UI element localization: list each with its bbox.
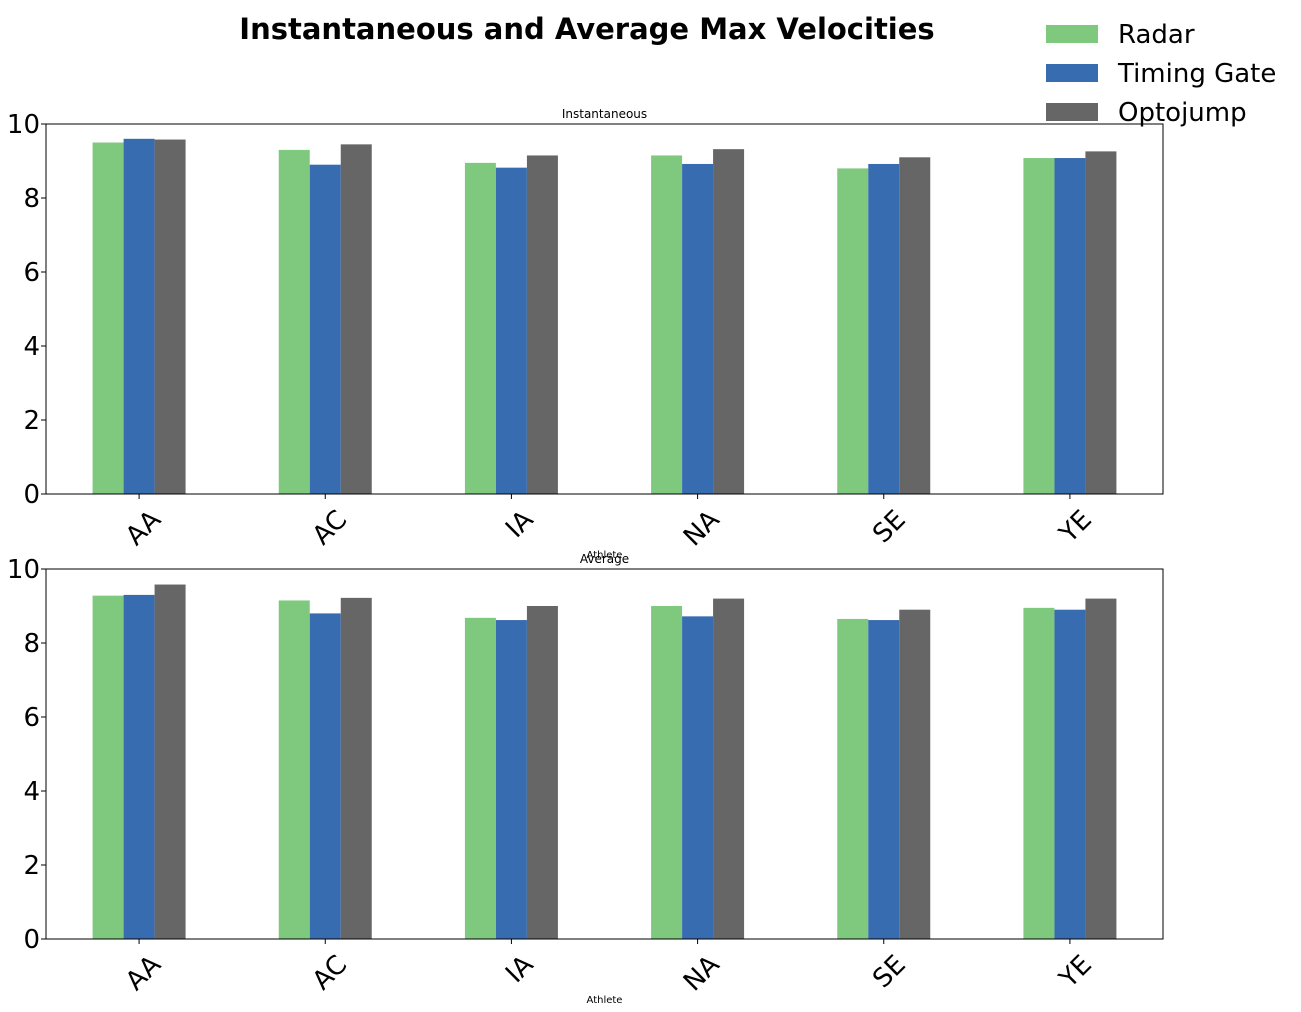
bar-timing-gate — [309, 613, 341, 939]
bar-timing-gate — [868, 163, 900, 494]
bar-timing-gate — [1054, 158, 1086, 495]
bar-optojump — [154, 139, 186, 495]
bar-timing-gate — [682, 163, 714, 494]
bar-optojump — [1085, 598, 1117, 939]
axes-frame — [45, 123, 1164, 495]
bar-radar — [464, 162, 496, 494]
subplot-title: Average — [580, 552, 629, 566]
y-tick-label: 0 — [23, 480, 40, 510]
bar-timing-gate — [868, 620, 900, 939]
bar-radar — [651, 606, 683, 939]
bar-radar — [92, 142, 124, 494]
subplot-title: Instantaneous — [562, 107, 647, 121]
x-tick-label: NA — [678, 950, 726, 998]
bar-optojump — [340, 597, 372, 939]
bar-radar — [1023, 607, 1055, 939]
x-tick-label: NA — [678, 505, 726, 553]
bar-optojump — [899, 609, 931, 939]
x-axis-label: Athlete — [587, 995, 623, 1006]
y-tick-label: 4 — [23, 332, 40, 362]
y-tick-label: 6 — [23, 258, 40, 288]
y-tick-label: 4 — [23, 777, 40, 807]
legend-label: Radar — [1118, 20, 1195, 50]
y-tick-label: 10 — [7, 110, 40, 140]
legend-swatch — [1046, 64, 1098, 82]
x-axis-label: Athlete — [587, 550, 623, 561]
bar-timing-gate — [123, 594, 155, 939]
legend: Radar Timing Gate Optojump — [1046, 20, 1276, 128]
x-tick-label: IA — [500, 950, 539, 989]
y-tick-label: 2 — [23, 406, 40, 436]
bar-optojump — [899, 157, 931, 495]
bar-radar — [837, 618, 869, 939]
bar-radar — [92, 595, 124, 939]
x-tick-label: SE — [867, 950, 912, 995]
bar-optojump — [154, 584, 186, 939]
bar-radar — [1023, 158, 1055, 495]
legend-swatch — [1046, 25, 1098, 43]
bar-timing-gate — [1054, 609, 1086, 939]
x-tick-label: IA — [500, 505, 539, 544]
chart-title: Instantaneous and Average Max Velocities — [239, 12, 934, 46]
bar-radar — [464, 617, 496, 939]
bar-optojump — [713, 598, 745, 939]
bar-timing-gate — [123, 138, 155, 495]
y-tick-label: 10 — [7, 555, 40, 585]
bar-optojump — [1085, 151, 1117, 494]
x-tick-label: AA — [120, 505, 167, 552]
axes-frame — [45, 568, 1164, 940]
bar-timing-gate — [495, 620, 527, 939]
bar-optojump — [526, 606, 558, 939]
bar-optojump — [340, 144, 372, 494]
bar-radar — [278, 600, 310, 939]
x-tick-label: SE — [867, 505, 912, 550]
legend-label: Timing Gate — [1117, 59, 1276, 89]
bar-optojump — [713, 149, 745, 494]
x-tick-label: AC — [307, 950, 353, 996]
bar-timing-gate — [682, 616, 714, 939]
y-tick-label: 8 — [23, 629, 40, 659]
x-tick-label: AC — [307, 505, 353, 551]
y-tick-label: 0 — [23, 925, 40, 955]
bar-timing-gate — [309, 164, 341, 494]
x-tick-label: YE — [1053, 950, 1098, 995]
instantaneous-panel: 0 2 4 6 8 10 AA AC IA NA SE YE Instantaneous Athlete — [7, 107, 1164, 561]
legend-label: Optojump — [1118, 98, 1247, 128]
bar-radar — [651, 155, 683, 494]
y-tick-label: 6 — [23, 703, 40, 733]
bar-optojump — [526, 155, 558, 494]
x-tick-label: YE — [1053, 505, 1098, 550]
bar-radar — [278, 149, 310, 494]
bar-timing-gate — [495, 167, 527, 494]
legend-swatch — [1046, 103, 1098, 121]
x-tick-label: AA — [120, 950, 167, 997]
y-tick-label: 2 — [23, 851, 40, 881]
bar-radar — [837, 168, 869, 494]
y-tick-label: 8 — [23, 184, 40, 214]
